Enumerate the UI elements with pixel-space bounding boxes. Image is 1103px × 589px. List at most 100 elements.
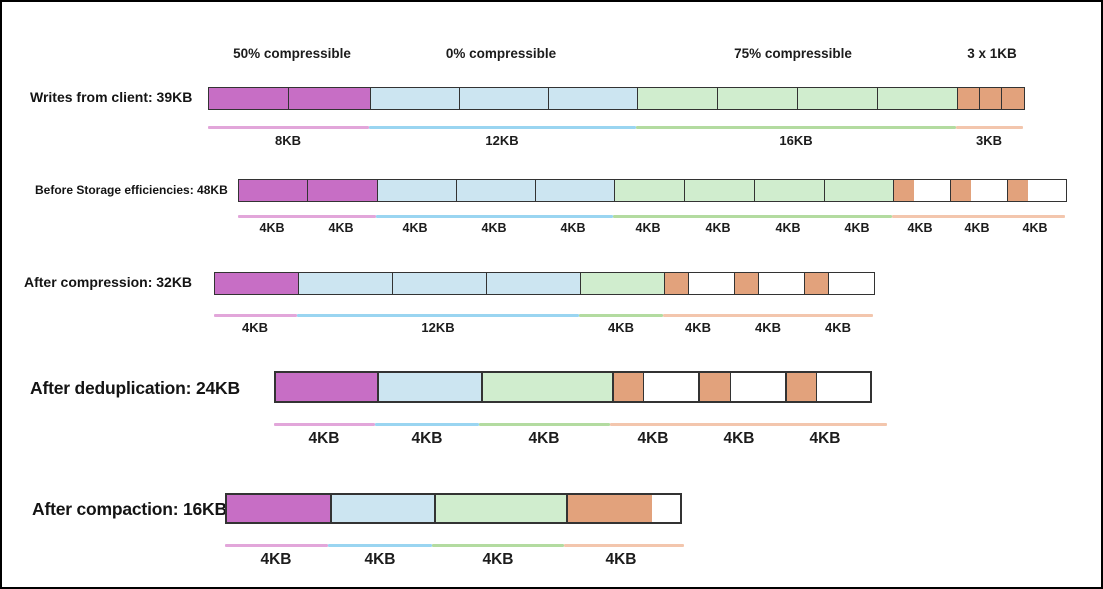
bar-segment-blue: [392, 273, 486, 294]
segment-fill-orange: [665, 273, 690, 294]
size-label: 4KB: [637, 430, 669, 447]
underline-blue: [369, 126, 636, 129]
bar-segment-green: [797, 88, 877, 109]
bar-segment-green: [824, 180, 893, 201]
underline-magenta: [208, 126, 369, 129]
bar-segment-white: [950, 180, 1007, 201]
bar-segment-white: [804, 273, 874, 294]
bar-segment-green: [580, 273, 664, 294]
size-label: 4KB: [907, 221, 933, 235]
bar-segment-green: [614, 180, 684, 201]
size-label: 4KB: [560, 221, 586, 235]
bar-segment-blue: [459, 88, 548, 109]
underline-green: [432, 544, 564, 547]
underline-green: [636, 126, 956, 129]
bar-segment-white: [698, 373, 785, 401]
bar-segment-magenta: [215, 273, 298, 294]
bar-before-storage-efficiencies: [238, 179, 1067, 202]
bar-segment-green: [877, 88, 957, 109]
size-label: 4KB: [528, 430, 560, 447]
size-label: 4KB: [844, 221, 870, 235]
bar-segment-magenta: [227, 495, 330, 522]
underline-orange: [564, 544, 684, 547]
segment-fill-orange: [805, 273, 830, 294]
bar-segment-blue: [548, 88, 637, 109]
size-label: 3KB: [975, 133, 1003, 148]
size-label: 4KB: [308, 430, 340, 447]
bar-segment-blue: [377, 373, 481, 401]
bar-segment-orange: [979, 88, 1001, 109]
size-label: 4KB: [809, 430, 841, 447]
bar-segment-blue: [456, 180, 535, 201]
bar-segment-orange: [957, 88, 979, 109]
row-label-writes-from-client: Writes from client: 39KB: [30, 89, 193, 105]
size-label: 4KB: [684, 320, 712, 335]
underline-magenta: [214, 314, 297, 317]
underline-magenta: [274, 423, 375, 426]
bar-segment-magenta: [209, 88, 288, 109]
bar-after-deduplication: [274, 371, 872, 403]
segment-fill-orange: [568, 495, 652, 522]
bar-segment-white: [785, 373, 870, 401]
size-label: 12KB: [485, 133, 519, 148]
size-label: 12KB: [421, 320, 455, 335]
bar-writes-from-client: [208, 87, 1025, 110]
size-label: 4KB: [328, 221, 354, 235]
bar-segment-orange: [1001, 88, 1024, 109]
bar-after-compression: [214, 272, 875, 295]
row-label-after-deduplication: After deduplication: 24KB: [30, 378, 240, 398]
bar-segment-white: [612, 373, 698, 401]
segment-fill-orange: [894, 180, 914, 201]
segment-fill-orange: [735, 273, 760, 294]
underline-magenta: [225, 544, 328, 547]
row-label-after-compaction: After compaction: 16KB: [32, 499, 227, 519]
underline-orange: [610, 423, 887, 426]
underline-green: [479, 423, 610, 426]
bar-segment-magenta: [307, 180, 377, 201]
bar-segment-green: [481, 373, 612, 401]
bar-segment-green: [434, 495, 566, 522]
size-label: 4KB: [635, 221, 661, 235]
bar-segment-white: [1007, 180, 1066, 201]
row-label-before-storage-efficiencies: Before Storage efficiencies: 48KB: [35, 183, 228, 197]
size-label: 4KB: [260, 551, 292, 568]
bar-segment-white: [664, 273, 734, 294]
size-label: 4KB: [754, 320, 782, 335]
bar-segment-magenta: [288, 88, 370, 109]
size-label: 8KB: [274, 133, 302, 148]
bar-segment-magenta: [276, 373, 377, 401]
bar-segment-blue: [535, 180, 614, 201]
bar-segment-white: [893, 180, 950, 201]
row-label-after-compression: After compression: 32KB: [24, 274, 193, 290]
size-label: 16KB: [779, 133, 813, 148]
column-header: 0% compressible: [445, 46, 557, 61]
size-label: 4KB: [607, 320, 635, 335]
underline-green: [613, 215, 892, 218]
size-label: 4KB: [259, 221, 285, 235]
underline-magenta: [238, 215, 376, 218]
underline-orange: [892, 215, 1065, 218]
bar-after-compaction: [225, 493, 682, 524]
size-label: 4KB: [824, 320, 852, 335]
size-label: 4KB: [605, 551, 637, 568]
column-header: 3 x 1KB: [967, 46, 1017, 61]
size-label: 4KB: [964, 221, 990, 235]
bar-segment-blue: [377, 180, 456, 201]
bar-segment-magenta: [239, 180, 307, 201]
size-label: 4KB: [775, 221, 801, 235]
bar-segment-blue: [298, 273, 392, 294]
underline-blue: [328, 544, 432, 547]
bar-segment-green: [637, 88, 717, 109]
size-label: 4KB: [723, 430, 755, 447]
bar-segment-blue: [486, 273, 580, 294]
size-label: 4KB: [411, 430, 443, 447]
bar-segment-green: [684, 180, 754, 201]
segment-fill-orange: [951, 180, 971, 201]
column-header: 75% compressible: [734, 46, 852, 61]
underline-blue: [376, 215, 613, 218]
underline-blue: [297, 314, 579, 317]
segment-fill-orange: [614, 373, 645, 401]
segment-fill-orange: [700, 373, 731, 401]
segment-fill-orange: [787, 373, 818, 401]
